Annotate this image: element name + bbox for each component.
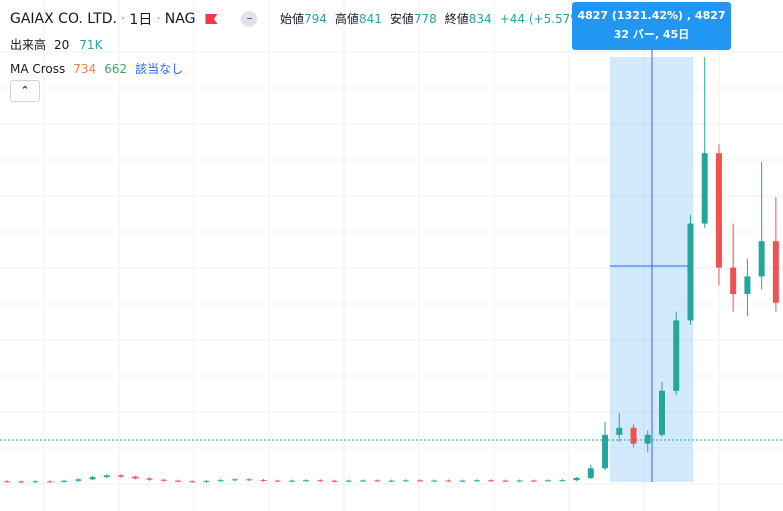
- candle-body: [473, 480, 480, 482]
- ma-signal: 該当なし: [135, 62, 184, 76]
- candle-body: [772, 241, 779, 303]
- candle-body: [701, 153, 708, 224]
- candle-body: [673, 320, 680, 391]
- candle-body: [189, 481, 196, 483]
- ma-fast: 734: [73, 61, 97, 76]
- candle-body: [502, 480, 509, 482]
- candle-body: [374, 480, 381, 482]
- candle-body: [516, 480, 523, 482]
- toggle-indicators[interactable]: ⌃: [10, 80, 40, 102]
- change: +44 (+5.57%): [499, 11, 587, 26]
- candle-body: [658, 390, 665, 435]
- candle-body: [402, 480, 409, 482]
- candle-body: [4, 481, 11, 483]
- candle-body: [103, 475, 110, 478]
- candle-body: [160, 479, 167, 481]
- candle-body: [744, 276, 751, 295]
- low-label: 安値: [389, 12, 414, 26]
- candles: [4, 57, 779, 484]
- candle-body: [132, 476, 139, 479]
- candle-body: [459, 480, 466, 482]
- candle-body: [231, 479, 238, 481]
- candle-body: [715, 153, 722, 268]
- candle-body: [303, 480, 310, 482]
- measure-line2: 32 バー, 45日: [613, 28, 690, 41]
- candle-body: [89, 477, 96, 480]
- flag-icon[interactable]: [205, 14, 218, 24]
- volume-row: 出来高 20 71K: [10, 36, 102, 53]
- candle-body: [388, 480, 395, 482]
- volume-label: 出来高: [10, 38, 47, 52]
- candle-body: [730, 267, 737, 295]
- candle-body: [559, 480, 566, 482]
- candle-body: [203, 481, 210, 483]
- volume-value: 71K: [79, 37, 103, 52]
- candle-body: [146, 478, 153, 480]
- candle-body: [288, 480, 295, 482]
- candle-body: [217, 480, 224, 482]
- candle-body: [431, 480, 438, 482]
- ma-slow: 662: [104, 61, 128, 76]
- candle-body: [687, 223, 694, 321]
- candle-body: [573, 477, 580, 481]
- collapse-button[interactable]: –: [241, 11, 258, 27]
- candle-body: [46, 481, 53, 483]
- candle-body: [260, 479, 267, 481]
- candle-body: [488, 480, 495, 482]
- high-label: 高値: [334, 12, 359, 26]
- candle-body: [118, 475, 125, 477]
- candle-body: [246, 479, 253, 481]
- candle-body: [758, 241, 765, 277]
- candle-body: [616, 427, 623, 435]
- candle-body: [602, 434, 609, 469]
- candle-body: [75, 479, 82, 481]
- candle-body: [587, 468, 594, 478]
- candle-body: [360, 480, 367, 482]
- measure-line1: 4827 (1321.42%) , 4827: [577, 9, 726, 22]
- ohlc-row: 始値 794 高値 841 安値 778 終値 834 +44 (+5.57%): [280, 10, 586, 27]
- exchange: NAG: [164, 11, 196, 27]
- candle-body: [274, 480, 281, 482]
- ma-label: MA Cross: [10, 61, 66, 76]
- candle-body: [416, 480, 423, 482]
- open-value: 794: [304, 11, 327, 26]
- candle-body: [345, 480, 352, 482]
- candle-body: [61, 480, 68, 482]
- high-value: 841: [358, 11, 382, 26]
- candle-body: [32, 481, 39, 483]
- candle-body: [317, 480, 324, 482]
- candle-body: [630, 427, 637, 444]
- volume-period: 20: [54, 37, 70, 52]
- candle-body: [445, 480, 452, 482]
- candle-body: [331, 480, 338, 482]
- low-value: 778: [413, 11, 437, 26]
- candle-body: [644, 434, 651, 444]
- symbol: GAIAX CO. LTD.: [10, 11, 117, 27]
- close-value: 834: [468, 11, 492, 26]
- symbol-row: GAIAX CO. LTD. · 1日 · NAG –: [10, 9, 258, 29]
- candle-body: [18, 481, 25, 483]
- ma-row: MA Cross 734 662 該当なし: [10, 60, 183, 77]
- candle-body: [174, 480, 181, 482]
- interval[interactable]: 1日: [129, 12, 153, 28]
- open-label: 始値: [280, 12, 305, 26]
- measure-tooltip: 4827 (1321.42%) , 4827 32 バー, 45日: [572, 2, 731, 50]
- candle-body: [545, 480, 552, 482]
- close-label: 終値: [444, 12, 469, 26]
- candle-body: [530, 480, 537, 482]
